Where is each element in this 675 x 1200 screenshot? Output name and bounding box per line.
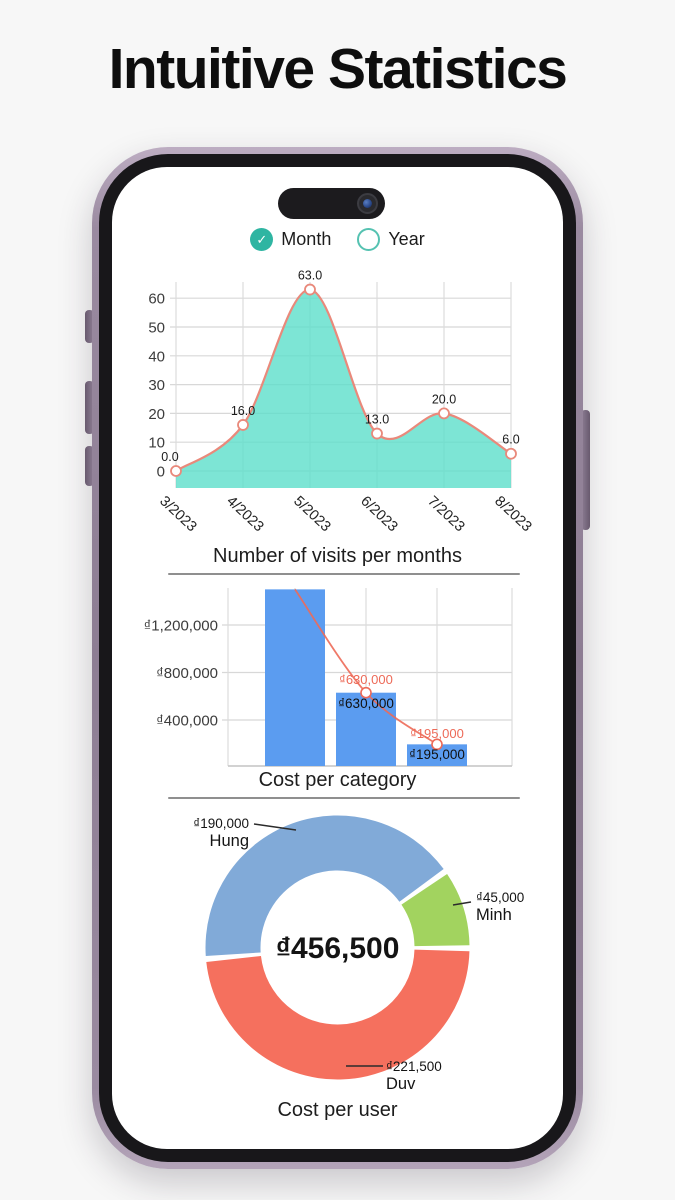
donut-chart-title: Cost per user <box>277 1099 398 1121</box>
svg-text:0.0: 0.0 <box>161 450 178 464</box>
svg-text:₫400,000: ₫400,000 <box>156 713 218 730</box>
svg-text:Hung: Hung <box>210 832 249 850</box>
svg-text:₫190,000: ₫190,000 <box>193 816 249 831</box>
svg-text:₫630,000: ₫630,000 <box>339 672 393 687</box>
svg-text:₫800,000: ₫800,000 <box>156 665 218 682</box>
phone-frame: ✓ Month Year 0 10 20 30 40 50 60 0.0 16.0 63.0 13.… <box>92 147 583 1169</box>
svg-text:₫221,500: ₫221,500 <box>386 1059 442 1074</box>
svg-text:16.0: 16.0 <box>231 404 255 418</box>
svg-text:3/2023: 3/2023 <box>156 493 199 535</box>
divider <box>168 573 520 575</box>
month-radio[interactable]: ✓ Month <box>250 228 331 251</box>
month-label: Month <box>281 229 332 249</box>
svg-text:₫630,000: ₫630,000 <box>338 696 394 711</box>
svg-text:Duv: Duv <box>386 1075 416 1093</box>
svg-text:8/2023: 8/2023 <box>491 493 534 535</box>
svg-text:13.0: 13.0 <box>365 413 389 427</box>
page-title: Intuitive Statistics <box>108 37 568 101</box>
svg-text:6/2023: 6/2023 <box>357 493 400 535</box>
svg-text:7/2023: 7/2023 <box>424 493 467 535</box>
cost-bar-chart: ₫400,000 ₫800,000 ₫1,200,000 ₫630,000 ₫630,0… <box>144 588 513 767</box>
volume-down-button <box>85 446 94 486</box>
svg-text:4/2023: 4/2023 <box>223 493 266 535</box>
bar-chart-title: Cost per category <box>258 769 417 791</box>
svg-text:₫45,000: ₫45,000 <box>476 890 524 905</box>
svg-text:6.0: 6.0 <box>502 433 519 447</box>
svg-text:50: 50 <box>148 320 165 337</box>
svg-text:10: 10 <box>148 435 165 452</box>
svg-text:₫1,200,000: ₫1,200,000 <box>144 618 218 635</box>
phone-bezel: ✓ Month Year 0 10 20 30 40 50 60 0.0 16.0 63.0 13.… <box>99 154 576 1162</box>
volume-up-button <box>85 381 94 434</box>
svg-text:40: 40 <box>148 348 165 365</box>
phone-screen: ✓ Month Year 0 10 20 30 40 50 60 0.0 16.0 63.0 13.… <box>112 167 563 1149</box>
svg-text:0: 0 <box>157 464 165 481</box>
divider <box>168 797 520 799</box>
svg-text:5/2023: 5/2023 <box>290 493 333 535</box>
svg-text:20.0: 20.0 <box>432 392 456 406</box>
area-chart-title: Number of visits per months <box>213 545 462 567</box>
svg-text:₫195,000: ₫195,000 <box>409 747 465 762</box>
period-toggle: ✓ Month Year <box>112 228 563 251</box>
mute-switch <box>85 310 94 343</box>
power-button <box>581 410 590 530</box>
svg-text:63.0: 63.0 <box>298 269 322 283</box>
checked-radio-icon: ✓ <box>250 228 274 251</box>
year-label: Year <box>388 229 425 249</box>
dynamic-island <box>278 188 385 219</box>
svg-text:30: 30 <box>148 377 165 394</box>
front-camera-icon <box>357 193 378 214</box>
svg-text:₫195,000: ₫195,000 <box>410 726 464 741</box>
svg-text:₫456,500: ₫456,500 <box>276 932 400 965</box>
unchecked-radio-icon <box>357 228 381 251</box>
visits-area-chart: 0 10 20 30 40 50 60 0.0 16.0 63.0 13.0 20.0 6.0 3/202… <box>148 269 534 536</box>
svg-text:Minh: Minh <box>476 906 512 924</box>
svg-text:60: 60 <box>148 291 165 308</box>
svg-text:20: 20 <box>148 406 165 423</box>
year-radio[interactable]: Year <box>357 228 425 251</box>
